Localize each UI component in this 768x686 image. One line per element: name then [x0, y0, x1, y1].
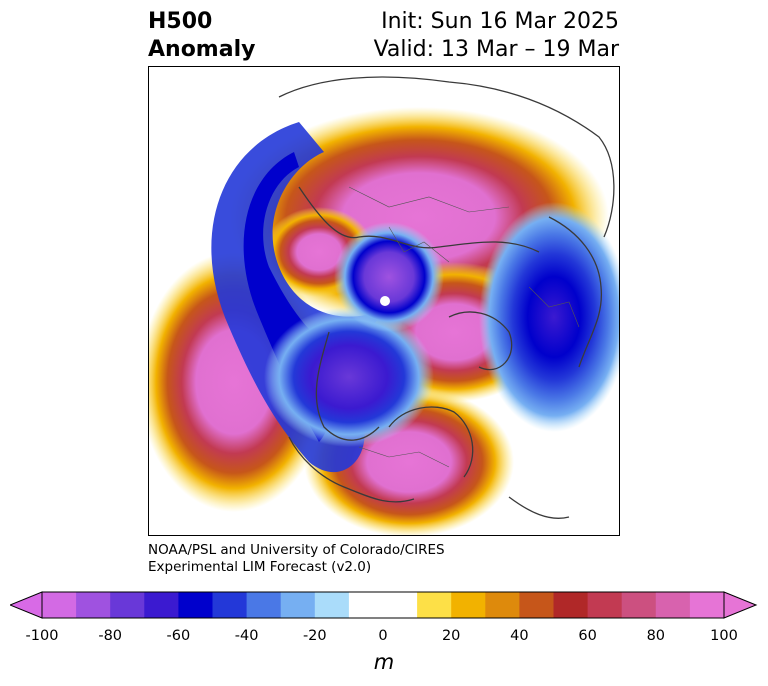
colorbar-segments	[42, 592, 725, 618]
anomaly-map	[149, 76, 619, 535]
title-right: Init: Sun 16 Mar 2025 Valid: 13 Mar – 19…	[374, 8, 619, 64]
variable-type: Anomaly	[148, 37, 256, 62]
trough-europe	[479, 202, 619, 432]
variable-name: H500	[148, 9, 213, 34]
colorbar-segment	[451, 592, 486, 618]
colorbar-segment	[553, 592, 589, 618]
colorbar-segment	[655, 592, 691, 618]
colorbar	[10, 591, 758, 619]
colorbar-tick-label: -80	[98, 628, 123, 644]
colorbar-segment	[417, 592, 452, 618]
colorbar-segment	[485, 592, 520, 618]
colorbar-segment	[280, 592, 316, 618]
colorbar-tick-label: 20	[441, 628, 461, 644]
colorbar-tick-label: 0	[378, 628, 388, 644]
colorbar-segment	[621, 592, 657, 618]
colorbar-segment	[383, 592, 418, 618]
pole-marker	[380, 296, 390, 306]
colorbar-segment	[519, 592, 554, 618]
colorbar-tick-label: -60	[166, 628, 191, 644]
borders	[348, 186, 580, 468]
coastlines	[278, 76, 615, 519]
colorbar-segment	[314, 592, 350, 618]
colorbar-tick-label: 60	[578, 628, 597, 644]
credit-line-1: NOAA/PSL and University of Colorado/CIRE…	[148, 542, 445, 558]
colorbar-segment	[110, 592, 145, 618]
credit-line-2: Experimental LIM Forecast (v2.0)	[148, 559, 372, 575]
colorbar-tick-label: 80	[646, 628, 666, 644]
colorbar-tick-label: -40	[234, 628, 259, 644]
colorbar-tick-label: -20	[302, 628, 327, 644]
colorbar-segment	[144, 592, 179, 618]
colorbar-segment	[689, 592, 725, 618]
colorbar-segment	[212, 592, 248, 618]
colorbar-tick-label: 100	[710, 628, 738, 644]
polar-low	[334, 222, 444, 332]
colorbar-over-triangle	[723, 591, 758, 619]
credit: NOAA/PSL and University of Colorado/CIRE…	[148, 542, 445, 576]
colorbar-segment	[178, 592, 213, 618]
colorbar-under-triangle	[10, 591, 43, 619]
title-left: H500 Anomaly	[148, 8, 255, 64]
valid-range: Valid: 13 Mar – 19 Mar	[373, 37, 619, 62]
map-frame	[148, 66, 620, 536]
colorbar-tick-label: -100	[25, 628, 59, 644]
colorbar-tick-label: 40	[510, 628, 529, 644]
colorbar-border	[41, 591, 725, 619]
colorbar-segment	[246, 592, 282, 618]
colorbar-segment	[587, 592, 623, 618]
colorbar-segment	[76, 592, 111, 618]
trough-canada	[264, 307, 434, 447]
colorbar-unit-label: m	[373, 650, 395, 674]
negative-anomalies	[211, 122, 619, 473]
colorbar-segment	[42, 592, 77, 618]
init-date: Init: Sun 16 Mar 2025	[381, 9, 619, 34]
colorbar-segment	[348, 592, 384, 618]
